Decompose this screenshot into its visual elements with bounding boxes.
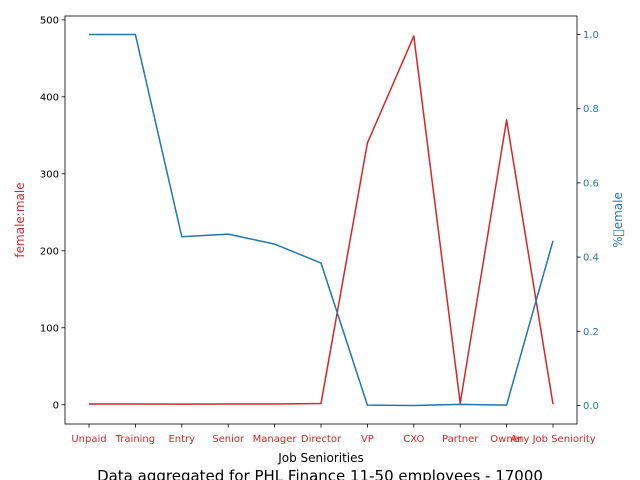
right-tick-label: 0.6 bbox=[583, 178, 599, 189]
left-tick-label: 200 bbox=[40, 246, 59, 257]
left-tick-label: 500 bbox=[40, 15, 59, 26]
x-tick-label: Partner bbox=[442, 434, 479, 445]
series-line-left bbox=[89, 35, 554, 405]
plot-area bbox=[65, 16, 577, 424]
series-line-right bbox=[89, 33, 554, 407]
x-tick-label: Entry bbox=[168, 434, 195, 445]
x-tick-label: Unpaid bbox=[71, 434, 106, 445]
x-tick-label: Any Job Seniority bbox=[510, 434, 595, 445]
right-tick-label: 0.4 bbox=[583, 253, 599, 264]
chart-title: Data aggregated for PHL Finance 11-50 em… bbox=[97, 467, 543, 480]
right-tick-label: 0.2 bbox=[583, 327, 599, 338]
x-tick-label: VP bbox=[361, 434, 374, 445]
x-tick-label: Owner bbox=[490, 434, 524, 445]
x-tick-label: Training bbox=[115, 434, 155, 445]
left-tick-label: 300 bbox=[40, 169, 59, 180]
left-axis-label: female:male bbox=[13, 182, 27, 257]
right-tick-label: 0.0 bbox=[583, 401, 599, 412]
x-axis-label: Job Seniorities bbox=[277, 451, 364, 465]
left-tick-label: 100 bbox=[40, 323, 59, 334]
right-tick-label: 1.0 bbox=[583, 30, 599, 41]
x-tick-label: Director bbox=[301, 434, 342, 445]
left-tick-label: 400 bbox=[40, 92, 59, 103]
x-tick-label: Manager bbox=[253, 434, 298, 445]
x-tick-label: Senior bbox=[212, 434, 245, 445]
right-axis-label: % emale bbox=[611, 192, 625, 248]
left-tick-label: 0 bbox=[53, 400, 59, 411]
right-tick-label: 0.8 bbox=[583, 104, 599, 115]
x-tick-label: CXO bbox=[403, 434, 424, 445]
